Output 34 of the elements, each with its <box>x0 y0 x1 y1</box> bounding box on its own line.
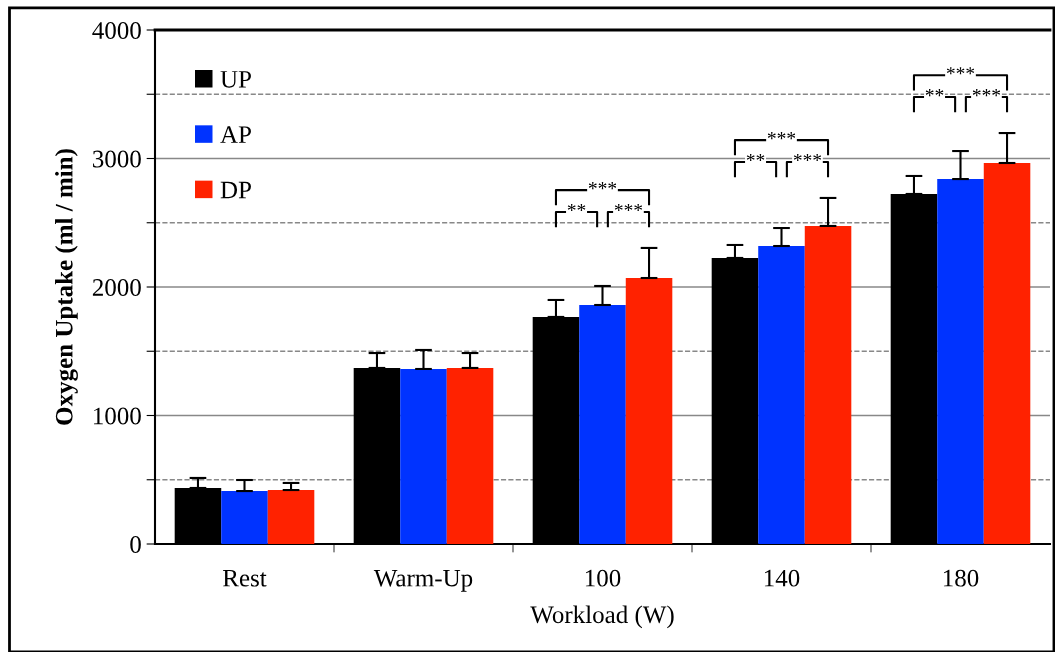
annotation: ** <box>746 153 765 162</box>
y-tick-label: 4000 <box>92 22 141 39</box>
x-axis-title: Workload (W) <box>530 605 674 629</box>
legend-label: DP <box>220 181 251 199</box>
bar <box>804 225 852 544</box>
y-tick-label: 3000 <box>93 150 141 168</box>
annotation: ** <box>567 203 586 212</box>
annotation: ** <box>925 89 944 97</box>
y-tick-label: 2000 <box>92 279 141 296</box>
bar <box>579 304 626 544</box>
y-axis-title: Oxygen Uptake (ml / min) <box>55 149 78 425</box>
x-tick-label: 180 <box>943 569 979 587</box>
x-tick-label: Warm-Up <box>373 569 473 592</box>
x-tick-label: 100 <box>585 569 621 587</box>
annotation: *** <box>946 67 975 75</box>
annotation: *** <box>972 89 1001 97</box>
legend-label: AP <box>220 126 251 143</box>
bar <box>937 179 984 544</box>
bar <box>221 491 268 544</box>
bar <box>983 163 1031 544</box>
bar <box>267 490 315 544</box>
x-tick-label: 140 <box>764 569 800 587</box>
legend-label: UP <box>220 71 251 88</box>
bar <box>446 367 494 544</box>
bar <box>758 246 805 544</box>
bar <box>400 368 447 544</box>
y-tick-label: 1000 <box>94 407 141 425</box>
annotation: *** <box>614 203 643 212</box>
annotation: *** <box>588 182 617 190</box>
bar <box>625 278 673 544</box>
annotation: *** <box>767 132 796 140</box>
y-tick-label: 0 <box>130 536 141 553</box>
x-tick-label: Rest <box>222 569 267 587</box>
annotation: *** <box>793 153 822 162</box>
